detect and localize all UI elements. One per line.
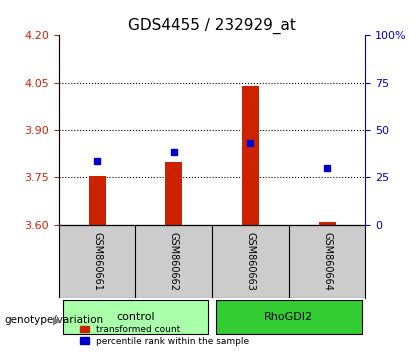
Title: GDS4455 / 232929_at: GDS4455 / 232929_at	[128, 18, 296, 34]
Text: GSM860664: GSM860664	[322, 232, 332, 291]
Text: GSM860662: GSM860662	[169, 232, 179, 291]
Text: GSM860661: GSM860661	[92, 232, 102, 291]
Text: control: control	[116, 312, 155, 322]
Bar	[165, 162, 182, 224]
Text: GSM860663: GSM860663	[245, 232, 255, 291]
Bar	[89, 176, 105, 224]
Bar	[242, 86, 259, 224]
Legend: transformed count, percentile rank within the sample: transformed count, percentile rank withi…	[76, 321, 252, 349]
Text: genotype/variation: genotype/variation	[4, 315, 103, 325]
Text: ▶: ▶	[53, 315, 62, 325]
Bar	[319, 222, 336, 224]
FancyBboxPatch shape	[216, 299, 362, 335]
Text: RhoGDI2: RhoGDI2	[264, 312, 313, 322]
FancyBboxPatch shape	[63, 299, 208, 335]
